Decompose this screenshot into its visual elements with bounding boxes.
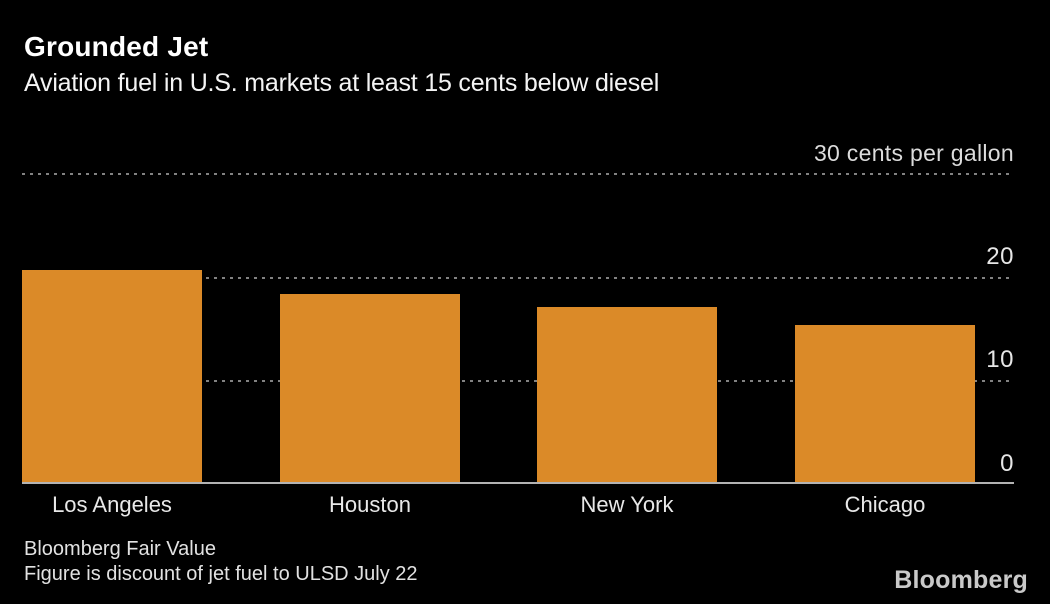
- chart-title: Grounded Jet: [24, 31, 209, 62]
- bar-chicago: [795, 325, 975, 482]
- x-axis-baseline: [22, 482, 1014, 484]
- y-tick-label-0: 0: [1000, 450, 1014, 477]
- x-axis-label-houston: Houston: [329, 492, 411, 517]
- gridline-30: [22, 173, 1014, 175]
- gridline-20: [22, 276, 1014, 279]
- x-axis-label-new-york: New York: [580, 492, 674, 517]
- gridline-10: [22, 380, 1014, 383]
- source-note: Bloomberg Fair Value: [24, 538, 216, 560]
- x-axis: Los Angeles Houston New York Chicago: [22, 492, 1014, 522]
- bloomberg-logo: Bloomberg: [894, 566, 1028, 594]
- bar-los-angeles: [22, 270, 202, 482]
- bar-new-york: [537, 307, 717, 482]
- y-tick-label-10: 10: [986, 346, 1014, 374]
- x-axis-label-chicago: Chicago: [844, 492, 926, 517]
- bar-houston: [280, 294, 460, 482]
- figure-note: Figure is discount of jet fuel to ULSD J…: [24, 563, 418, 585]
- y-axis-unit-label: 30 cents per gallon: [813, 140, 1014, 166]
- y-tick-label-20: 20: [986, 242, 1014, 270]
- chart-subtitle: Aviation fuel in U.S. markets at least 1…: [24, 69, 660, 97]
- plot-area: 30 cents per gallon 20 10 0: [22, 140, 1014, 484]
- x-axis-label-los-angeles: Los Angeles: [52, 492, 172, 517]
